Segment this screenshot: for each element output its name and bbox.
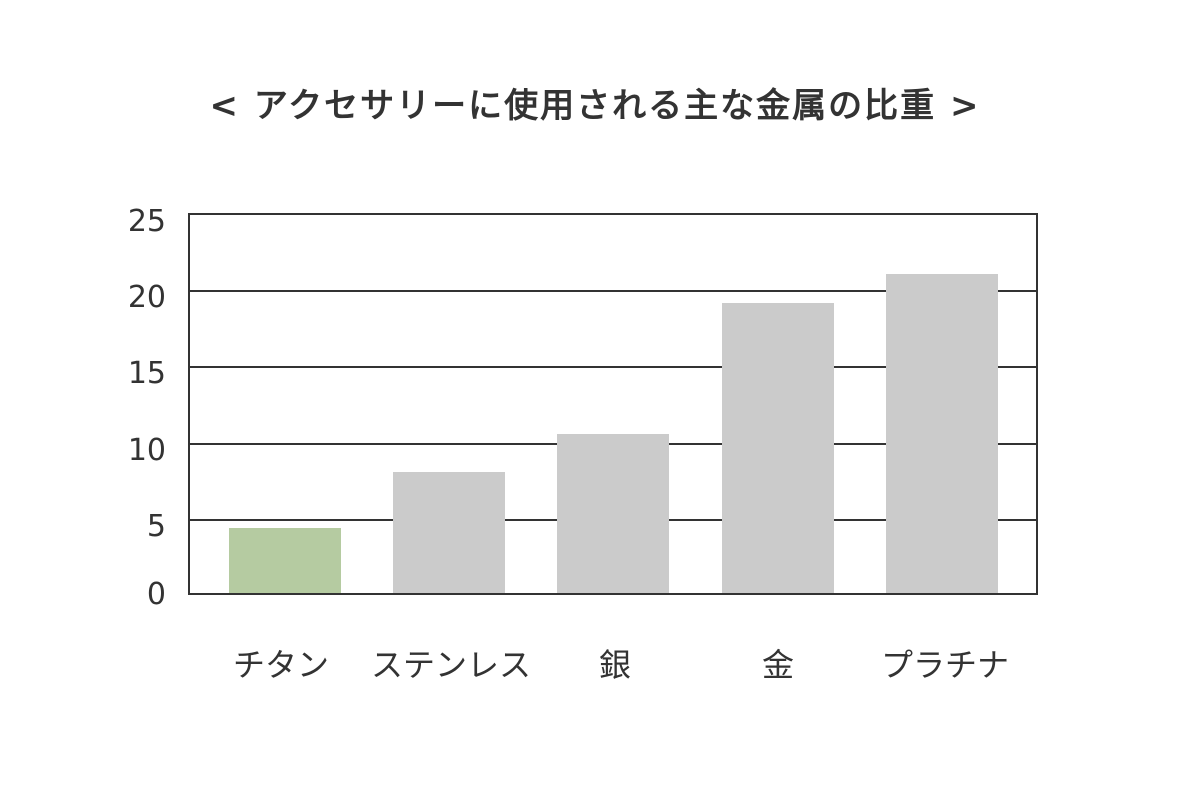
x-label-silver: 銀 — [598, 646, 631, 684]
bar-stainless — [393, 472, 505, 593]
gridline-20 — [190, 290, 1036, 292]
y-tick-20: 20 — [127, 280, 166, 315]
x-label-stainless: ステンレス — [370, 646, 531, 684]
bar-titanium — [229, 527, 341, 593]
bar-silver — [557, 434, 669, 593]
x-label-platinum: プラチナ — [880, 646, 1009, 684]
x-label-titanium: チタン — [232, 646, 329, 684]
x-label-gold: 金 — [761, 646, 794, 684]
bar-gold — [722, 302, 834, 593]
plot-area — [188, 213, 1038, 595]
y-tick-5: 5 — [146, 509, 166, 544]
bar-platinum — [886, 273, 998, 593]
gridline-15 — [190, 366, 1036, 368]
y-tick-10: 10 — [127, 433, 166, 468]
y-tick-15: 15 — [127, 356, 166, 391]
y-tick-0: 0 — [146, 577, 166, 612]
y-tick-25: 25 — [127, 204, 166, 239]
chart-title: < アクセサリーに使用される主な金属の比重 > — [209, 86, 981, 126]
